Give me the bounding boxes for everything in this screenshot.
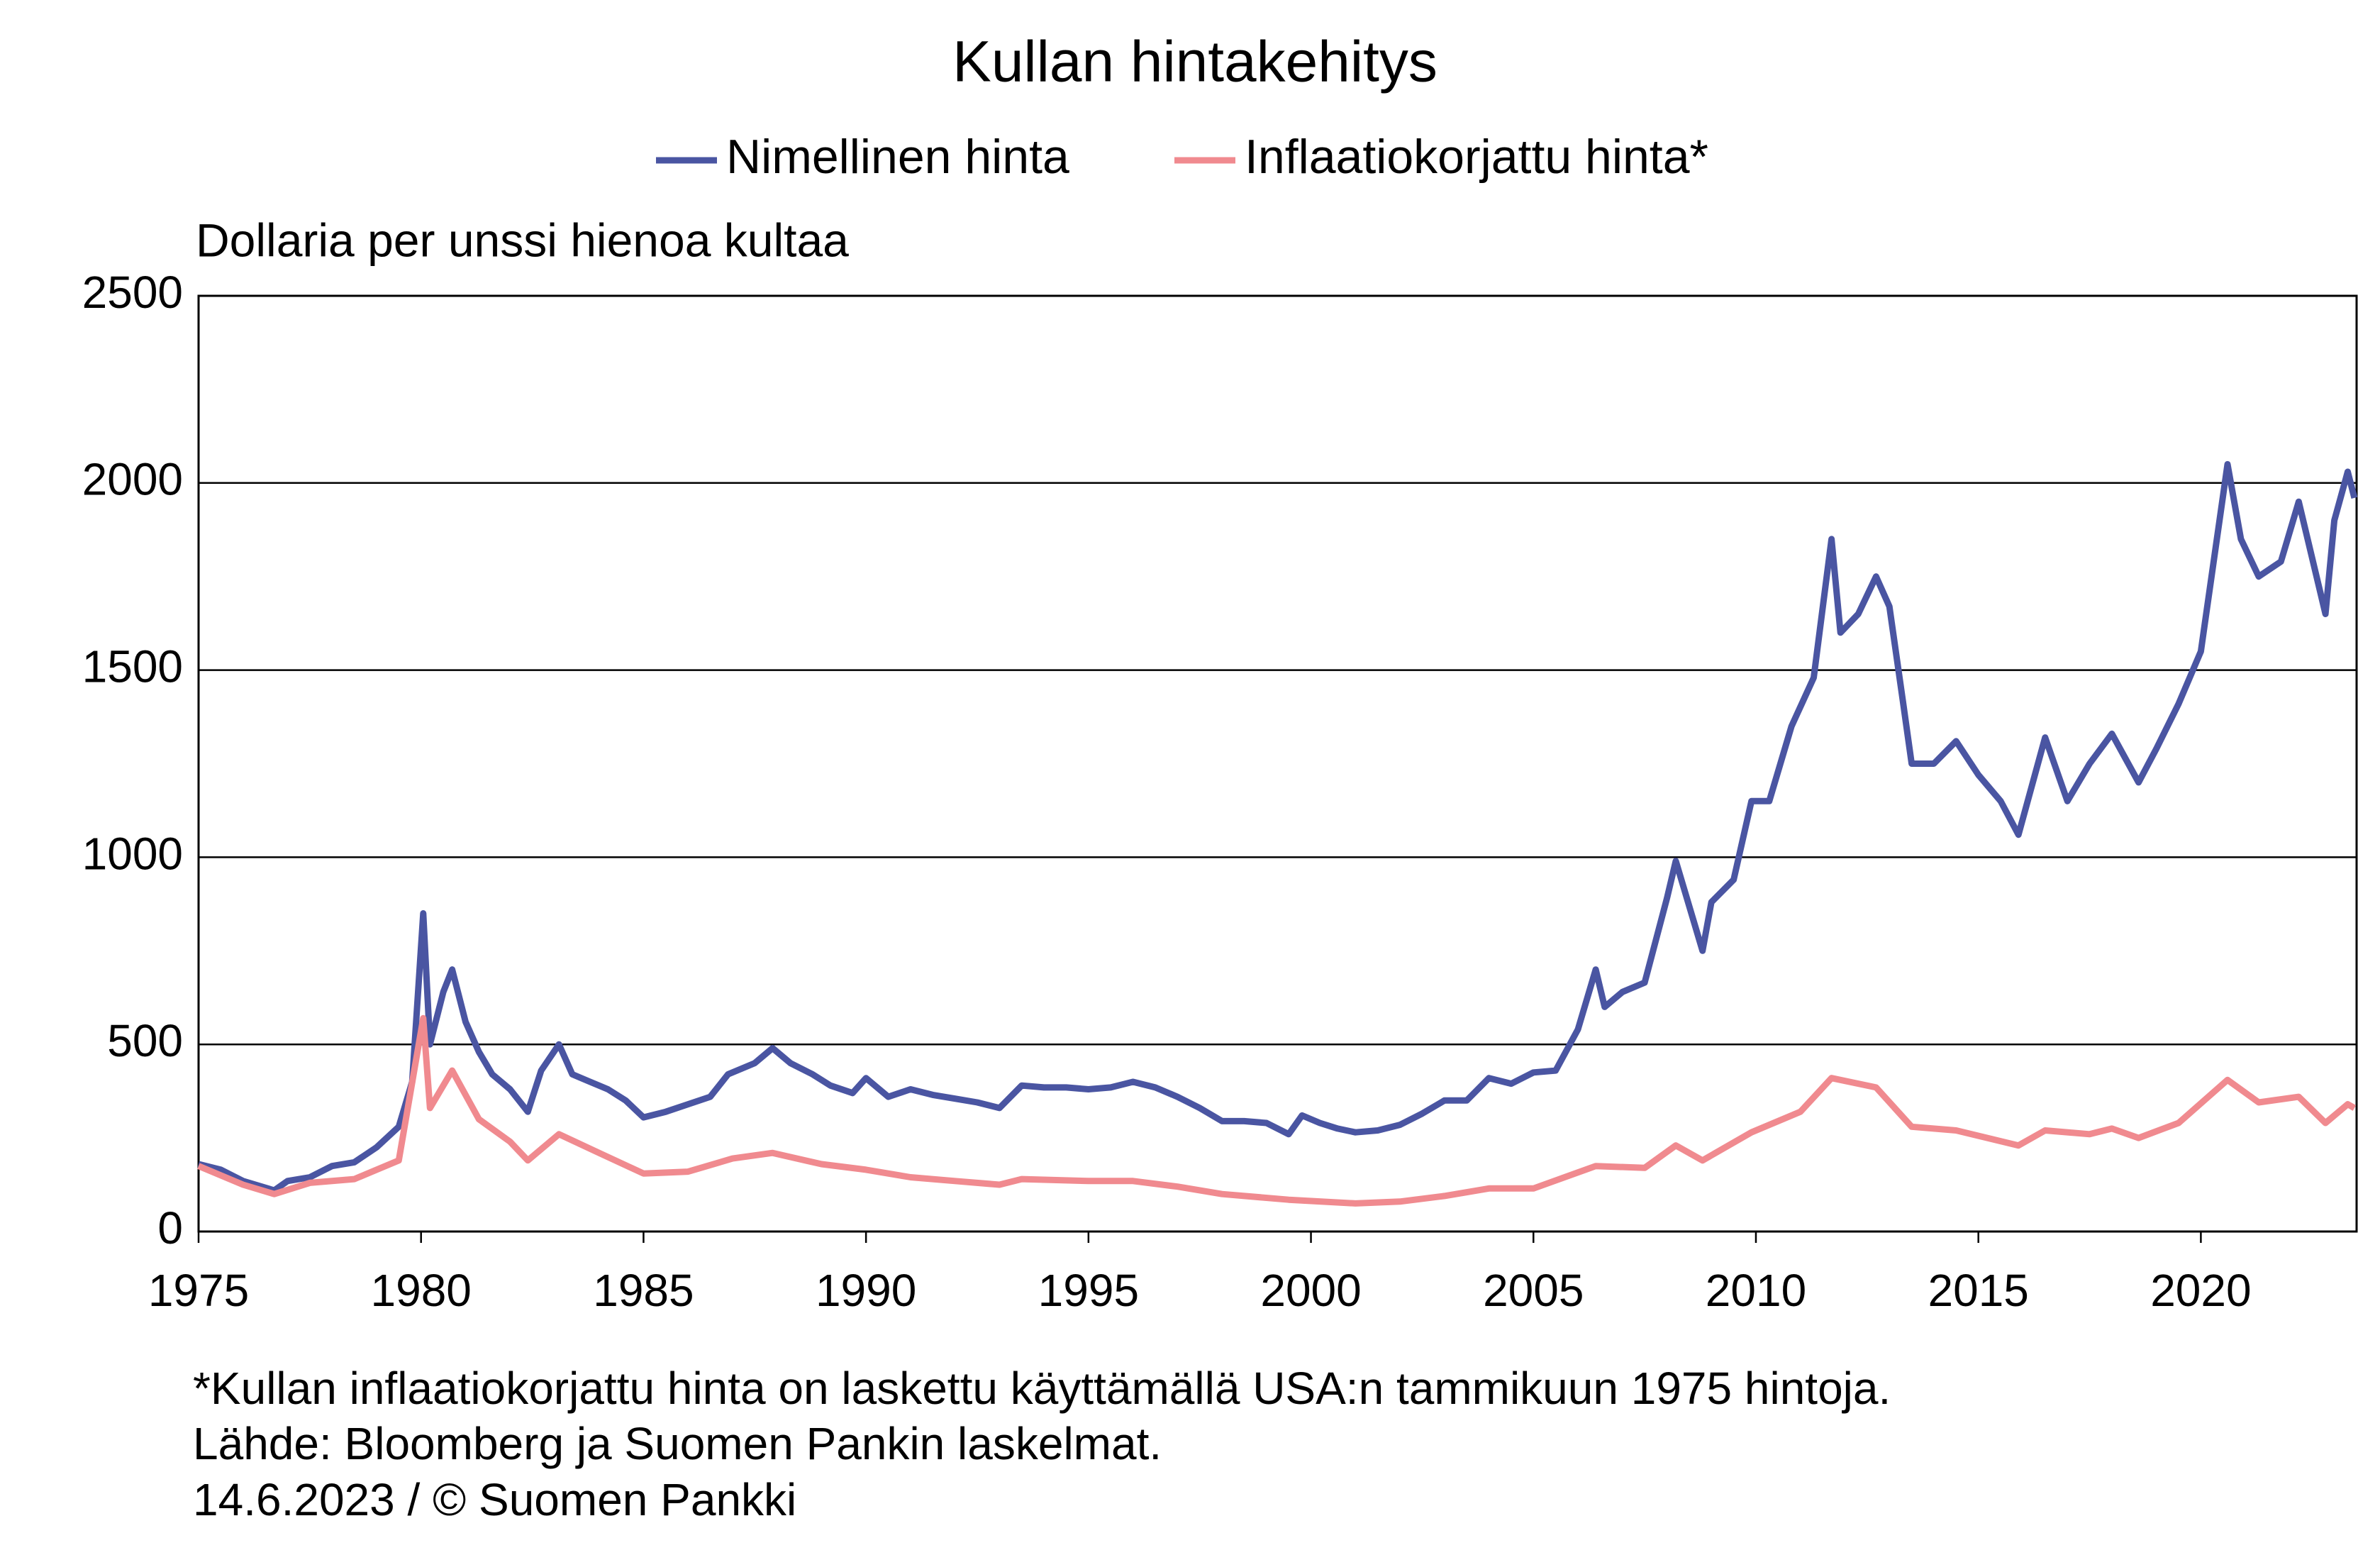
chart-title: Kullan hintakehitys (952, 30, 1438, 94)
y-tick-label: 2000 (82, 454, 183, 505)
x-tick-label: 2000 (1260, 1265, 1361, 1316)
series-line (197, 1014, 2357, 1207)
y-tick-label: 2500 (82, 267, 183, 318)
x-tick-label: 1995 (1038, 1265, 1139, 1316)
x-tick-label: 1985 (593, 1265, 694, 1316)
legend-label: Inflaatiokorjattu hinta* (1245, 130, 1708, 184)
y-tick-label: 1000 (82, 828, 183, 879)
note: Lähde: Bloomberg ja Suomen Pankin laskel… (193, 1418, 1162, 1469)
y-tick-label: 0 (157, 1202, 183, 1254)
series-line (197, 460, 2358, 1194)
note: *Kullan inflaatiokorjattu hinta on laske… (193, 1363, 1891, 1414)
y-tick-label: 500 (107, 1015, 183, 1066)
x-tick-label: 1980 (371, 1265, 472, 1316)
x-tick-label: 2005 (1483, 1265, 1584, 1316)
x-tick-label: 2020 (2150, 1265, 2251, 1316)
note: 14.6.2023 / © Suomen Pankki (193, 1474, 796, 1525)
y-tick-label: 1500 (82, 641, 183, 692)
x-tick-label: 1975 (148, 1265, 249, 1316)
y-axis-label: Dollaria per unssi hienoa kultaa (196, 214, 849, 266)
x-tick-label: 2010 (1706, 1265, 1806, 1316)
legend-label: Nimellinen hinta (726, 130, 1069, 184)
x-tick-label: 1990 (816, 1265, 916, 1316)
plot-frame (197, 294, 2358, 1233)
x-tick-label: 2015 (1928, 1265, 2029, 1316)
